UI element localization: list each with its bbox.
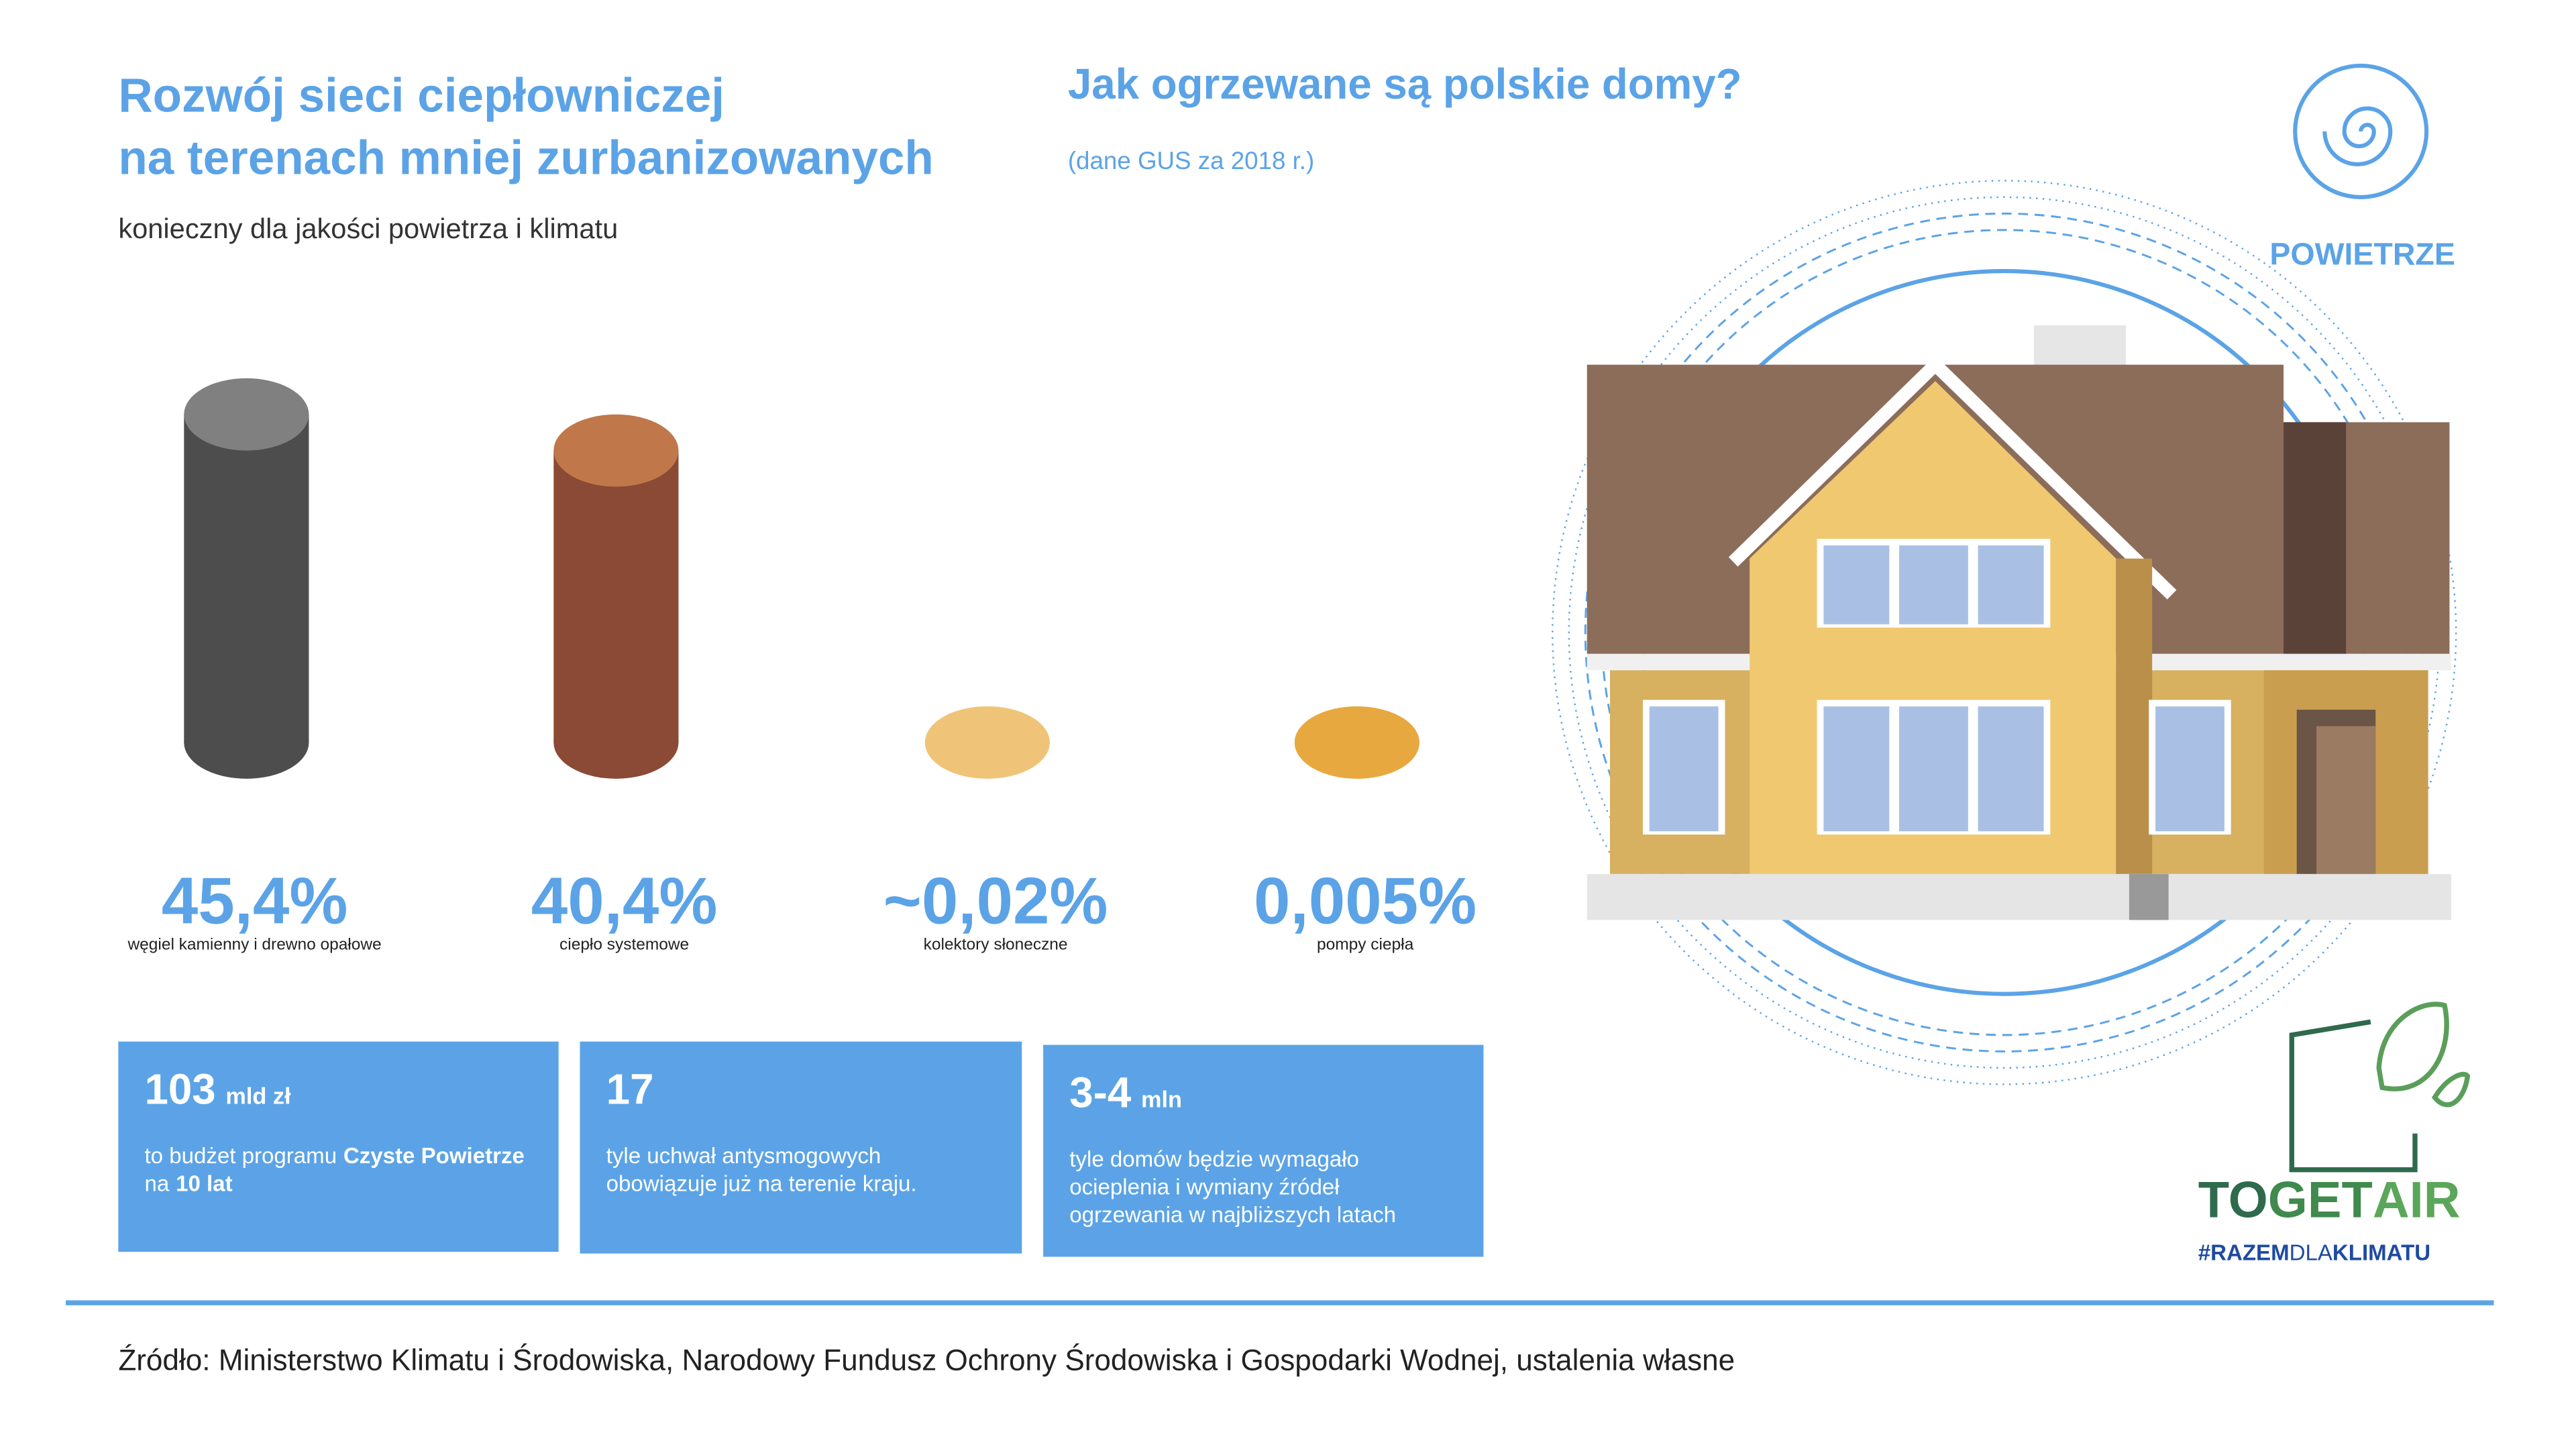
box-text-part: Czyste Powietrze [343, 1144, 525, 1169]
box-text-part: to budżet programu [145, 1144, 337, 1169]
box-text: na 10 lat [145, 1172, 233, 1197]
box-text-part: tyle uchwał antysmogowych [606, 1144, 881, 1169]
cylinder-top [184, 378, 309, 451]
box-number-value: 3-4 [1069, 1069, 1132, 1117]
box-text: ogrzewania w najbliższych latach [1069, 1203, 1396, 1228]
box-number: 3-4 mln [1069, 1069, 1182, 1117]
title-line: na terenach mniej zurbanizowanych [118, 132, 933, 185]
box-text-part: tyle domów będzie wymagało [1069, 1147, 1359, 1172]
box-text: obowiązuje już na terenie kraju. [606, 1172, 917, 1197]
category-label: kolektory słoneczne [924, 936, 1068, 954]
cylinder-bottom [184, 706, 309, 779]
cylinder [1294, 706, 1419, 779]
logo-part: TO [2198, 1172, 2268, 1229]
cylinder-top [924, 706, 1050, 779]
box-text-part: obowiązuje już na terenie kraju. [606, 1172, 917, 1197]
source: Źródło: Ministerstwo Klimatu i Środowisk… [118, 1342, 1735, 1377]
box-text: to budżet programu Czyste Powietrze [145, 1144, 525, 1169]
subtitle: konieczny dla jakości powietrza i klimat… [118, 213, 618, 244]
cylinder-body [553, 450, 679, 743]
box-text-part: ocieplenia i wymiany źródeł [1069, 1175, 1340, 1199]
title-line: Rozwój sieci ciepłowniczej [118, 70, 724, 123]
cylinder [184, 378, 309, 779]
box-text: tyle uchwał antysmogowych [606, 1144, 881, 1169]
house [1587, 325, 2451, 920]
stat-boxes [118, 1041, 1484, 1257]
togetair-icon [2289, 1002, 2471, 1173]
box-number-value: 17 [606, 1066, 654, 1114]
category-label: węgiel kamienny i drewno opałowe [127, 936, 382, 954]
box-text-part: ogrzewania w najbliższych latach [1069, 1203, 1396, 1228]
logo-part: AIR [2373, 1172, 2461, 1229]
box-text: tyle domów będzie wymagało [1069, 1147, 1359, 1172]
cylinder-top [553, 414, 679, 487]
box-number: 103 mld zł [145, 1066, 291, 1114]
hashtag-part: #RAZEM [2198, 1240, 2290, 1265]
box-text: ocieplenia i wymiany źródeł [1069, 1175, 1340, 1199]
cylinder [924, 706, 1050, 779]
box-number-value: 103 [145, 1066, 216, 1114]
cylinder-body [184, 414, 309, 743]
hashtag-part: DLA [2290, 1240, 2332, 1265]
powietrze-logo [2293, 63, 2429, 199]
cylinder-top [1294, 706, 1419, 779]
hashtag: #RAZEMDLAKLIMATU [2198, 1240, 2430, 1265]
category-label: pompy ciepła [1317, 936, 1414, 954]
value-label: 0,005% [1254, 863, 1477, 937]
box-unit: mln [1141, 1087, 1182, 1113]
box-unit: mld zł [225, 1084, 291, 1110]
value-label: ~0,02% [883, 863, 1108, 937]
cylinder-bottom [553, 706, 679, 779]
box-number: 17 [606, 1066, 654, 1114]
logo-part: GET [2268, 1172, 2373, 1229]
note: (dane GUS za 2018 r.) [1068, 147, 1314, 174]
togetair-label: TOGETAIR [2198, 1172, 2461, 1229]
box-text-part: na [145, 1172, 170, 1197]
powietrze-label: POWIETRZE [2269, 236, 2455, 271]
hashtag-part: KLIMATU [2332, 1240, 2430, 1265]
value-label: 40,4% [531, 863, 718, 937]
category-label: ciepło systemowe [559, 936, 689, 954]
heading: Jak ogrzewane są polskie domy? [1068, 60, 1742, 108]
box-text-part: 10 lat [176, 1172, 233, 1197]
cylinder [553, 414, 679, 779]
value-label: 45,4% [162, 863, 348, 937]
